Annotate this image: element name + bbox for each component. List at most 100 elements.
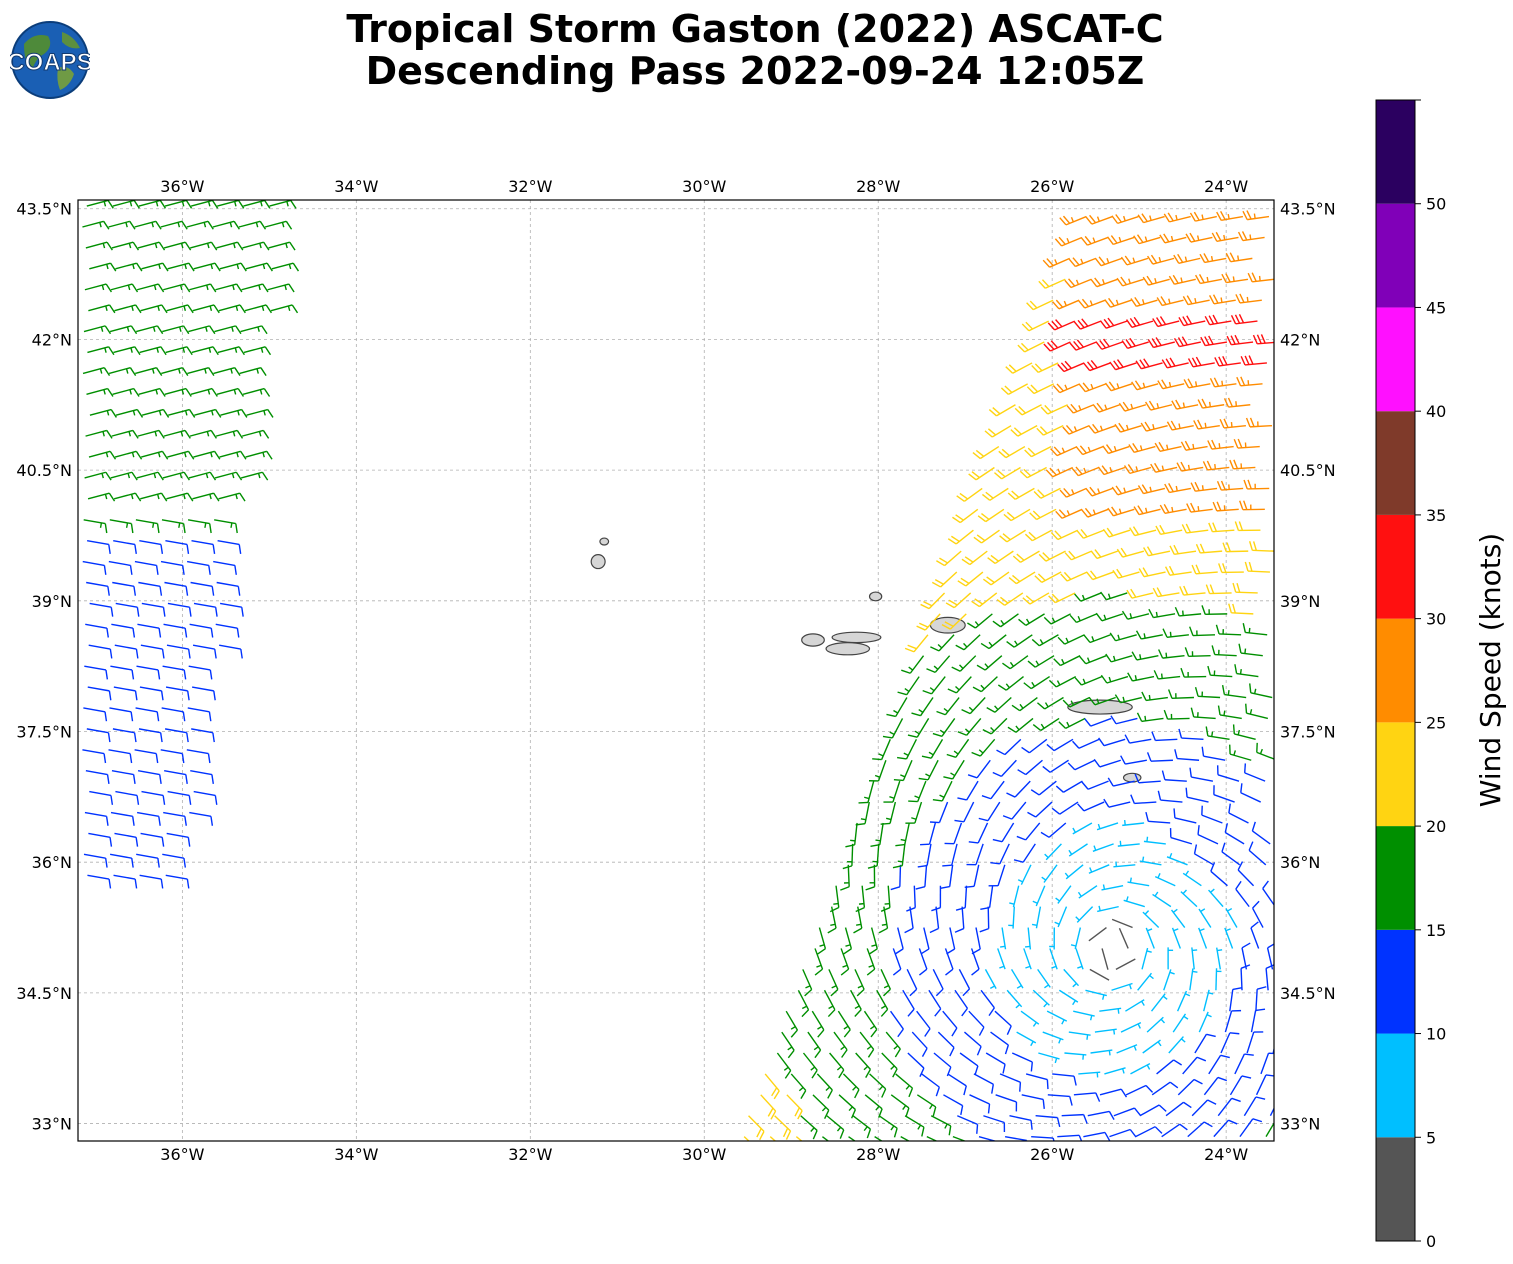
- barb-shaft: [1165, 1101, 1184, 1117]
- barb-flag: [130, 711, 134, 722]
- wind-barb: [1045, 466, 1074, 478]
- wind-barb: [140, 304, 168, 314]
- barb-flag: [105, 669, 109, 680]
- barb-half-flag: [801, 1005, 808, 1010]
- barb-shaft: [190, 241, 212, 249]
- wind-barb: [814, 948, 824, 976]
- barb-half-flag: [900, 838, 906, 842]
- wind-barb: [110, 471, 138, 481]
- barb-half-flag: [944, 1123, 948, 1129]
- barb-shaft: [1152, 893, 1172, 908]
- wind-barb: [1154, 873, 1176, 887]
- barb-half-flag: [1092, 509, 1096, 515]
- wind-barb: [1000, 927, 1007, 950]
- barb-shaft: [985, 1052, 1006, 1065]
- wind-barb: [167, 262, 195, 272]
- barb-shaft: [1074, 759, 1095, 771]
- wind-barb: [781, 1031, 795, 1059]
- barb-shaft: [215, 623, 238, 629]
- wind-barb: [1189, 767, 1214, 782]
- wind-barb: [1226, 334, 1254, 346]
- wind-barb: [1221, 685, 1247, 699]
- barb-half-flag: [988, 641, 993, 647]
- barb-shaft: [164, 728, 187, 734]
- wind-barb: [84, 471, 112, 481]
- barb-flag: [987, 557, 996, 565]
- wind-barb: [984, 425, 1012, 438]
- wind-barb: [942, 1010, 958, 1037]
- barb-flag: [106, 628, 109, 638]
- barb-flag: [1058, 721, 1067, 729]
- barb-flag: [773, 1090, 780, 1100]
- wind-barb: [926, 655, 951, 673]
- wind-barb: [1031, 1135, 1055, 1141]
- barb-shaft: [1115, 717, 1138, 725]
- barb-flag: [1173, 544, 1179, 555]
- barb-flag: [1041, 279, 1050, 288]
- barb-flag: [1084, 507, 1092, 517]
- barb-shaft: [1246, 712, 1269, 720]
- wind-barb: [893, 759, 913, 782]
- barb-shaft: [167, 790, 190, 797]
- barb-half-flag: [99, 522, 103, 528]
- wind-barb: [163, 283, 191, 293]
- wind-barb: [1142, 275, 1170, 286]
- barb-half-flag: [178, 368, 181, 374]
- wind-barb: [882, 718, 904, 739]
- barb-flag: [867, 865, 878, 869]
- barb-flag: [1002, 533, 1011, 541]
- barb-half-flag: [131, 305, 134, 312]
- barb-flag: [1240, 356, 1246, 366]
- barb-flag: [1008, 364, 1017, 372]
- barb-flag: [187, 304, 194, 314]
- barb-flag: [918, 777, 929, 781]
- barb-flag: [1124, 255, 1132, 265]
- wind-barb: [1182, 1056, 1207, 1075]
- barb-shaft: [927, 759, 939, 781]
- wind-barb: [82, 560, 107, 575]
- barb-flag: [901, 669, 911, 674]
- barb-shaft: [213, 560, 236, 567]
- wind-barb: [986, 696, 1012, 713]
- barb-shaft: [944, 697, 960, 716]
- chart-title-line-2: Descending Pass 2022-09-24 12:05Z: [365, 49, 1145, 93]
- barb-flag: [1247, 479, 1252, 490]
- wind-barb: [947, 529, 974, 545]
- wind-barb: [1020, 1010, 1040, 1027]
- lon-tick-label-top: 28°W: [856, 177, 900, 196]
- wind-barb: [114, 832, 139, 847]
- wind-barb: [167, 602, 192, 617]
- barb-flag: [997, 684, 1007, 691]
- barb-flag: [804, 988, 813, 997]
- wind-barb: [165, 346, 193, 356]
- barb-flag: [208, 367, 215, 376]
- barb-flag: [1255, 1096, 1266, 1100]
- wind-barb: [1058, 717, 1086, 730]
- barb-half-flag: [1204, 422, 1207, 428]
- barb-shaft: [84, 811, 107, 818]
- barb-flag: [185, 774, 188, 785]
- wind-barb: [1137, 484, 1166, 495]
- barb-flag: [1040, 831, 1050, 838]
- barb-shaft: [880, 739, 891, 760]
- barb-shaft: [1130, 1062, 1151, 1075]
- barb-flag: [1221, 685, 1226, 695]
- barb-shaft: [1191, 776, 1214, 782]
- barb-shaft: [1064, 634, 1085, 645]
- barb-flag: [214, 409, 222, 418]
- barb-shaft: [1004, 738, 1022, 756]
- barb-flag: [1150, 463, 1157, 473]
- barb-shaft: [916, 718, 930, 738]
- barb-flag: [1280, 1096, 1289, 1097]
- barb-flag: [906, 907, 916, 912]
- barb-half-flag: [911, 817, 917, 820]
- wind-barb: [1187, 356, 1215, 368]
- wind-barb: [968, 466, 995, 481]
- barb-half-flag: [1157, 1041, 1162, 1047]
- barb-flag: [1051, 807, 1061, 815]
- barb-flag: [130, 325, 138, 335]
- barb-shaft: [1012, 906, 1016, 929]
- barb-half-flag: [1072, 982, 1077, 988]
- barb-flag: [801, 1009, 810, 1018]
- barb-flag: [1059, 489, 1067, 498]
